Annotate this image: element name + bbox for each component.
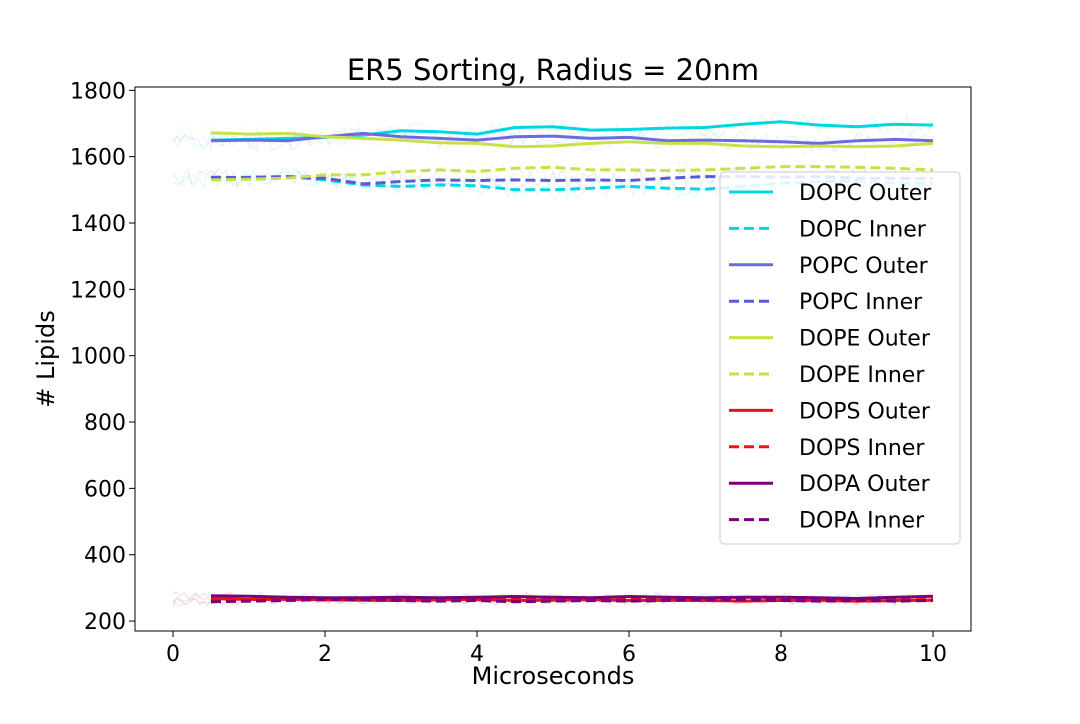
legend-label-3: POPC Inner [799,290,923,315]
series-line-4 [210,131,934,149]
legend: DOPC Outer DOPC Inner POPC Outer POPC Inner… [719,171,961,545]
legend-label-2: POPC Outer [799,254,929,279]
y-tick-label-2: 600 [84,477,126,502]
y-tick-label-5: 1200 [70,278,126,303]
y-tick-label-4: 1000 [70,345,126,370]
legend-box [719,171,961,545]
legend-label-1: DOPC Inner [799,217,927,242]
x-tick-label-3: 6 [622,642,636,667]
y-tick-label-8: 1800 [70,79,126,104]
x-axis: 0 2 4 6 8 10 [166,631,947,667]
series-line-5 [210,165,934,182]
raw-trace-5 [172,156,934,190]
x-axis-label: Microseconds [472,662,635,690]
y-tick-label-0: 200 [84,610,126,635]
series-line-8 [210,594,934,601]
legend-label-5: DOPE Inner [799,363,925,388]
raw-trace-4 [172,123,934,158]
legend-label-8: DOPA Outer [799,472,931,497]
y-axis-label: # Lipids [32,310,60,407]
chart-title: ER5 Sorting, Radius = 20nm [347,53,759,87]
x-tick-label-5: 10 [919,642,947,667]
legend-label-9: DOPA Inner [799,509,925,534]
y-tick-label-7: 1600 [70,146,126,171]
x-tick-label-4: 8 [774,642,788,667]
legend-label-6: DOPS Outer [799,399,931,424]
y-tick-label-6: 1400 [70,212,126,237]
x-tick-label-0: 0 [166,642,180,667]
legend-label-7: DOPS Inner [799,436,925,461]
y-axis: 200 400 600 800 1000 1200 1400 1600 1800 [70,79,135,635]
series-line-9 [210,597,934,604]
y-tick-label-3: 800 [84,411,126,436]
plot-frame [134,86,972,632]
raw-trace-2 [172,125,934,153]
x-tick-label-1: 2 [318,642,332,667]
x-tick-label-2: 4 [470,642,484,667]
y-tick-label-1: 400 [84,544,126,569]
legend-label-4: DOPE Outer [799,327,931,352]
legend-label-0: DOPC Outer [799,181,932,206]
